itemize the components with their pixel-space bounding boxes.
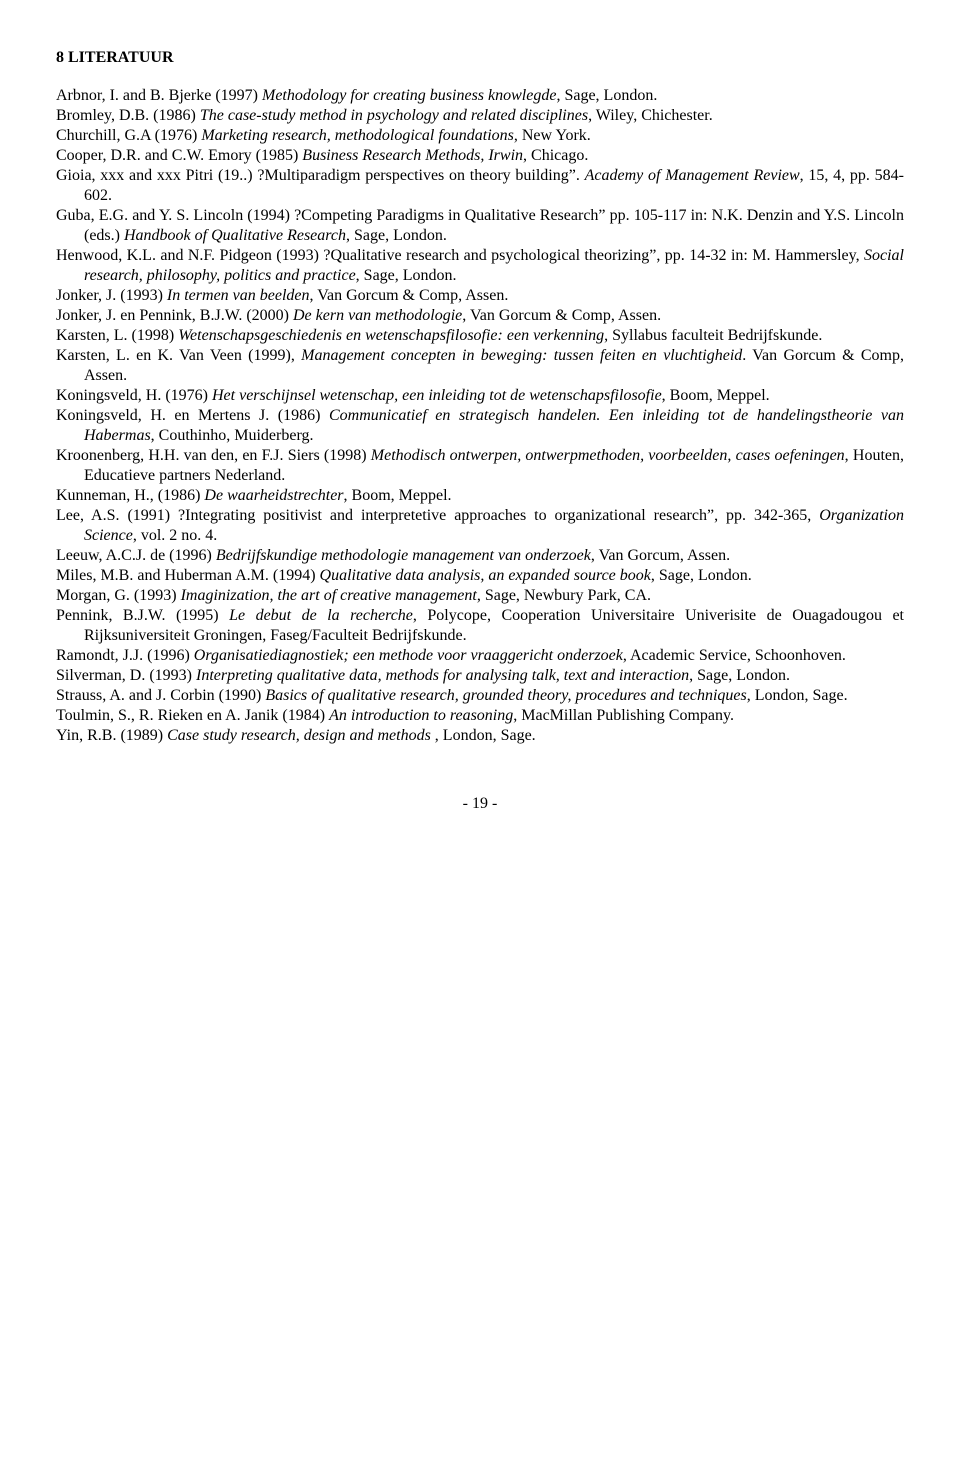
bibliography-entry: Cooper, D.R. and C.W. Emory (1985) Busin… — [56, 146, 904, 166]
bibliography-entry: Ramondt, J.J. (1996) Organisatiediagnost… — [56, 646, 904, 666]
page-number: - 19 - — [56, 794, 904, 814]
bibliography-entry: Lee, A.S. (1991) ?Integrating positivist… — [56, 506, 904, 546]
bibliography-entry: Gioia, xxx and xxx Pitri (19..) ?Multipa… — [56, 166, 904, 206]
bibliography-entry: Koningsveld, H. (1976) Het verschijnsel … — [56, 386, 904, 406]
section-heading: 8 LITERATUUR — [56, 48, 904, 68]
bibliography-entry: Silverman, D. (1993) Interpreting qualit… — [56, 666, 904, 686]
bibliography: Arbnor, I. and B. Bjerke (1997) Methodol… — [56, 86, 904, 746]
bibliography-entry: Jonker, J. en Pennink, B.J.W. (2000) De … — [56, 306, 904, 326]
bibliography-entry: Pennink, B.J.W. (1995) Le debut de la re… — [56, 606, 904, 646]
bibliography-entry: Miles, M.B. and Huberman A.M. (1994) Qua… — [56, 566, 904, 586]
bibliography-entry: Henwood, K.L. and N.F. Pidgeon (1993) ?Q… — [56, 246, 904, 286]
bibliography-entry: Toulmin, S., R. Rieken en A. Janik (1984… — [56, 706, 904, 726]
bibliography-entry: Karsten, L. en K. Van Veen (1999), Manag… — [56, 346, 904, 386]
bibliography-entry: Arbnor, I. and B. Bjerke (1997) Methodol… — [56, 86, 904, 106]
bibliography-entry: Bromley, D.B. (1986) The case-study meth… — [56, 106, 904, 126]
bibliography-entry: Yin, R.B. (1989) Case study research, de… — [56, 726, 904, 746]
bibliography-entry: Churchill, G.A (1976) Marketing research… — [56, 126, 904, 146]
bibliography-entry: Karsten, L. (1998) Wetenschapsgeschieden… — [56, 326, 904, 346]
bibliography-entry: Morgan, G. (1993) Imaginization, the art… — [56, 586, 904, 606]
bibliography-entry: Guba, E.G. and Y. S. Lincoln (1994) ?Com… — [56, 206, 904, 246]
bibliography-entry: Kroonenberg, H.H. van den, en F.J. Siers… — [56, 446, 904, 486]
bibliography-entry: Kunneman, H., (1986) De waarheidstrechte… — [56, 486, 904, 506]
bibliography-entry: Jonker, J. (1993) In termen van beelden,… — [56, 286, 904, 306]
bibliography-entry: Leeuw, A.C.J. de (1996) Bedrijfskundige … — [56, 546, 904, 566]
bibliography-entry: Koningsveld, H. en Mertens J. (1986) Com… — [56, 406, 904, 446]
bibliography-entry: Strauss, A. and J. Corbin (1990) Basics … — [56, 686, 904, 706]
